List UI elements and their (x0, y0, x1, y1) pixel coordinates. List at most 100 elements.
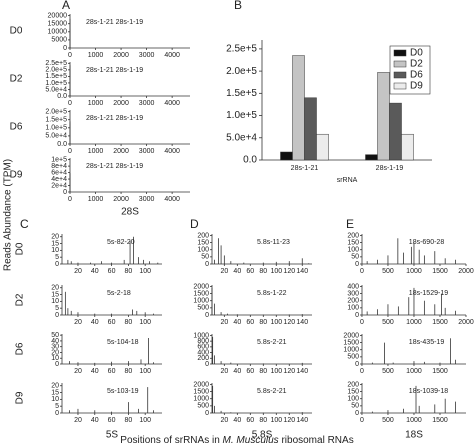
y-tick-label: 10 (51, 355, 59, 362)
y-tick-label: 400 (197, 349, 209, 356)
y-tick-label: 400 (347, 283, 359, 290)
panel-letter: A (62, 0, 70, 12)
y-tick-label: 200 (347, 298, 359, 305)
annotation: 28s-1-21 28s-1-19 (86, 67, 143, 74)
annotation: 5.8s-11-23 (257, 239, 290, 246)
x-tick-label: 80 (124, 268, 132, 275)
annotation: 5s-103-19 (107, 388, 139, 395)
y-tick-label: 1000 (193, 332, 209, 339)
x-tick-label: 0 (68, 196, 72, 203)
x-tick-label: 140 (296, 319, 308, 326)
y-tick-label: 1.5e+5 (226, 88, 257, 99)
y-tick-label: 2000 (193, 381, 209, 388)
y-tick-label: 100 (347, 247, 359, 254)
annotation: 18s-1529-19 (409, 290, 448, 297)
y-tick-label: 2000 (193, 283, 209, 290)
y-tick-label: 5.0e+4 (226, 132, 257, 143)
x-label-italic: M. Musculus (223, 435, 279, 446)
y-tick-label: 40 (51, 338, 59, 345)
row-label: D0 (15, 242, 26, 255)
x-tick-label: 1500 (432, 417, 448, 424)
x-tick-label: 1500 (432, 319, 448, 326)
x-tick-label: 20 (220, 268, 228, 275)
x-tick-label: 100 (270, 268, 282, 275)
x-tick-label: 1000 (406, 268, 422, 275)
x-tick-label: 100 (270, 319, 282, 326)
x-tick-label: 60 (108, 368, 116, 375)
y-tick-label: 15000 (48, 21, 68, 28)
y-tick-label: 20 (51, 234, 59, 241)
y-tick-label: 5 (55, 403, 59, 410)
x-tick-label: 4000 (164, 196, 180, 203)
x-tick-label: 2000 (113, 52, 129, 59)
x-tick-label: 1000 (88, 100, 104, 107)
x-tick-label: 0 (68, 52, 72, 59)
row-label: D2 (15, 293, 26, 306)
row-label: D9 (10, 170, 23, 181)
y-tick-label: 2.5e+5 (226, 44, 257, 55)
annotation: 18s-690-28 (409, 239, 445, 246)
y-tick-label: 1500 (193, 290, 209, 297)
x-tick-label: 40 (91, 319, 99, 326)
y-tick-label: 15 (51, 240, 59, 247)
x-tick-label: 60 (246, 268, 254, 275)
x-tick-label: 40 (91, 268, 99, 275)
x-tick-label: 1000 (88, 148, 104, 155)
y-tick-label: 50 (351, 403, 359, 410)
legend-swatch (393, 49, 407, 57)
x-tick-label: 28s-1-21 (291, 165, 319, 172)
y-tick-label: 5 (55, 305, 59, 312)
row-label: D0 (10, 26, 23, 37)
bar (292, 55, 305, 161)
x-tick-label: 3000 (139, 100, 155, 107)
x-tick-label: 20 (74, 417, 82, 424)
x-tick-label: 2000 (113, 196, 129, 203)
y-tick-label: 10 (51, 396, 59, 403)
x-tick-label: 0 (360, 368, 364, 375)
x-tick-label: 500 (382, 268, 394, 275)
x-label: 5.8S (252, 430, 273, 441)
x-tick-label: 1500 (432, 268, 448, 275)
x-tick-label: 120 (283, 268, 295, 275)
y-tick-label: 20 (51, 349, 59, 356)
y-tick-label: 20 (51, 285, 59, 292)
y-tick-label: 15 (51, 291, 59, 298)
x-tick-label: 40 (91, 417, 99, 424)
annotation: 5.8s-1-22 (257, 290, 287, 297)
y-tick-label: 500 (347, 354, 359, 361)
legend-label: D6 (410, 70, 423, 81)
x-label-part: Positions of srRNAs in (120, 435, 222, 446)
x-tick-label: 1000 (406, 368, 422, 375)
y-axis-label: Reads Abundance (TPM) (3, 159, 14, 271)
legend-label: D9 (410, 81, 423, 92)
y-tick-label: 8e+4 (51, 163, 67, 170)
y-tick-label: 1.5e+5 (45, 73, 67, 80)
row-label: D6 (15, 342, 26, 355)
x-tick-label: 20 (74, 268, 82, 275)
annotation: 28s-1-21 28s-1-19 (86, 19, 143, 26)
x-tick-label: 0 (68, 148, 72, 155)
x-axis-label: Positions of srRNAs in M. Musculus ribos… (120, 435, 353, 446)
x-tick-label: 120 (283, 368, 295, 375)
y-tick-label: 0 (63, 45, 67, 52)
x-tick-label: 1000 (406, 319, 422, 326)
y-tick-label: 5000 (51, 37, 67, 44)
x-tick-label: 80 (259, 417, 267, 424)
x-tick-label: 4000 (164, 100, 180, 107)
x-label: srRNA (337, 177, 358, 184)
y-tick-label: 150 (197, 239, 209, 246)
x-tick-label: 1000 (88, 52, 104, 59)
bar (389, 102, 402, 161)
x-tick-label: 80 (259, 268, 267, 275)
x-tick-label: 140 (296, 268, 308, 275)
x-tick-label: 120 (283, 417, 295, 424)
y-tick-label: 1000 (193, 298, 209, 305)
y-tick-label: 2e+4 (51, 182, 67, 189)
x-tick-label: 1000 (406, 417, 422, 424)
y-tick-label: 5 (55, 254, 59, 261)
annotation: 18s-1039-18 (409, 388, 448, 395)
y-tick-label: 0 (205, 410, 209, 417)
y-tick-label: 0 (55, 312, 59, 319)
y-tick-label: 50 (201, 254, 209, 261)
